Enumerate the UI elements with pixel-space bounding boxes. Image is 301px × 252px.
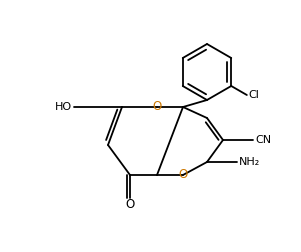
Text: O: O (152, 101, 162, 113)
Text: NH₂: NH₂ (239, 157, 260, 167)
Text: CN: CN (255, 135, 271, 145)
Text: O: O (178, 169, 188, 181)
Text: HO: HO (55, 102, 72, 112)
Text: Cl: Cl (249, 90, 260, 100)
Text: O: O (126, 198, 135, 211)
